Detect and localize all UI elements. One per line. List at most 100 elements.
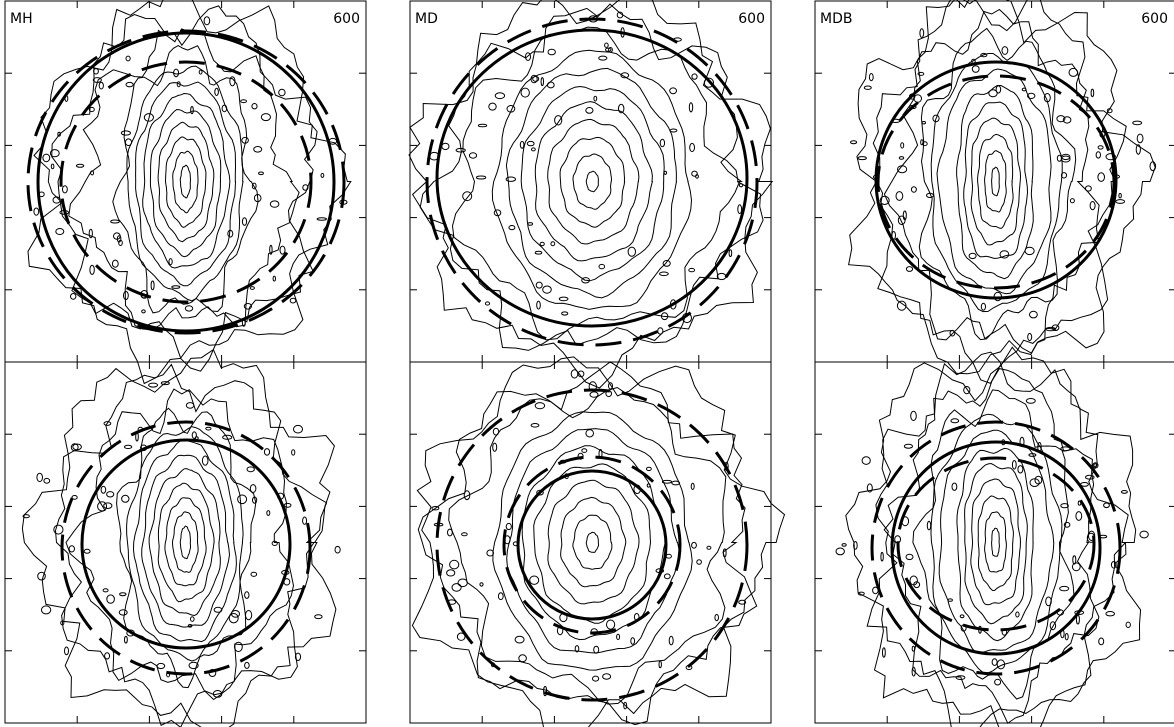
contour-island (690, 482, 695, 490)
contour-level (547, 118, 640, 245)
contour-island (203, 16, 211, 26)
contour-island (593, 645, 600, 654)
contour-level (585, 170, 599, 193)
contour-island (492, 427, 500, 436)
contour-island (488, 102, 497, 111)
contour-island (850, 140, 858, 145)
contour-level (21, 348, 337, 727)
contour-level (585, 531, 599, 553)
contour-level (132, 440, 237, 643)
contour-island (250, 571, 258, 577)
contour-island (449, 559, 460, 570)
contour-level (179, 525, 191, 560)
column-md-label: MD (415, 11, 438, 27)
contour-island (457, 578, 468, 588)
contour-island (289, 297, 297, 304)
contour-island (1139, 530, 1149, 539)
contour-island (897, 165, 908, 174)
contour-island (1045, 326, 1056, 332)
column-mdb: MDB 600 (814, 0, 1174, 724)
contour-island (968, 252, 977, 260)
contour-island (585, 429, 595, 438)
rings-md-top (425, 17, 759, 347)
contour-island (1015, 611, 1020, 618)
contour-island (121, 494, 130, 503)
contour-island (191, 431, 197, 440)
contour-island (89, 264, 95, 275)
contour-level (126, 65, 244, 302)
contour-island (492, 442, 498, 452)
contour-island (1088, 530, 1096, 541)
contour-island (190, 616, 195, 622)
contour-island (486, 549, 495, 557)
contour-island (100, 485, 107, 494)
contour-island (1105, 153, 1116, 161)
contour-level (505, 67, 678, 299)
ring-solid (874, 60, 1118, 300)
contour-level (970, 478, 1022, 606)
contour-island (1085, 474, 1095, 480)
contour-island (526, 140, 535, 147)
contour-island (278, 88, 286, 97)
contour-island (671, 480, 681, 486)
contour-island (497, 592, 504, 601)
contour-island (1075, 511, 1083, 521)
contour-island (955, 675, 966, 680)
contour-island (991, 658, 998, 666)
contour-island (1125, 621, 1131, 628)
ring-solid (516, 469, 668, 621)
contour-island (461, 532, 468, 537)
contour-island (602, 673, 612, 680)
contour-island (951, 482, 958, 491)
contour-island (1106, 108, 1113, 114)
contour-island (475, 175, 487, 180)
column-mh-scale: 600 (333, 11, 360, 27)
contour-island (479, 582, 484, 587)
contour-island (598, 263, 606, 270)
contour-island (111, 259, 119, 268)
contour-island (447, 528, 453, 537)
contour-island (1063, 521, 1071, 528)
contour-island (536, 300, 541, 310)
contour-island (1011, 460, 1017, 470)
contour-island (185, 402, 195, 409)
contour-island (171, 285, 181, 289)
contour-level (164, 497, 207, 587)
contour-island (120, 130, 132, 136)
contour-island (1060, 446, 1071, 452)
contour-island (665, 553, 672, 559)
contour-island (1064, 633, 1069, 641)
contour-level (883, 8, 1100, 354)
contour-level (68, 28, 300, 331)
contour-level (65, 388, 295, 701)
contour-island (714, 614, 720, 622)
contour-island (659, 138, 666, 148)
rings-mdb-top (874, 60, 1118, 300)
contour-level (171, 511, 199, 573)
contour-island (240, 99, 248, 104)
contour-level (491, 49, 693, 310)
contour-level (936, 68, 1052, 295)
contour-island (228, 613, 239, 624)
contour-island (251, 182, 257, 190)
ring-solid (80, 438, 292, 650)
contour-island (558, 296, 569, 302)
contour-level (984, 511, 1007, 573)
contour-island (532, 75, 540, 82)
contour-island (618, 103, 625, 114)
contour-island (1024, 246, 1035, 256)
ring-solid (36, 31, 336, 333)
contour-island (57, 131, 61, 137)
contour-island (36, 472, 44, 483)
contour-island (213, 606, 223, 613)
contour-level (970, 117, 1022, 246)
contour-island (581, 448, 588, 453)
contour-island (279, 245, 286, 255)
contour-island (577, 370, 585, 378)
contour-island (620, 72, 630, 79)
panel-mh-top (27, 0, 352, 385)
contour-island (542, 285, 552, 294)
contour-island (606, 619, 616, 630)
contour-island (1043, 93, 1051, 103)
contour-island (703, 77, 715, 88)
